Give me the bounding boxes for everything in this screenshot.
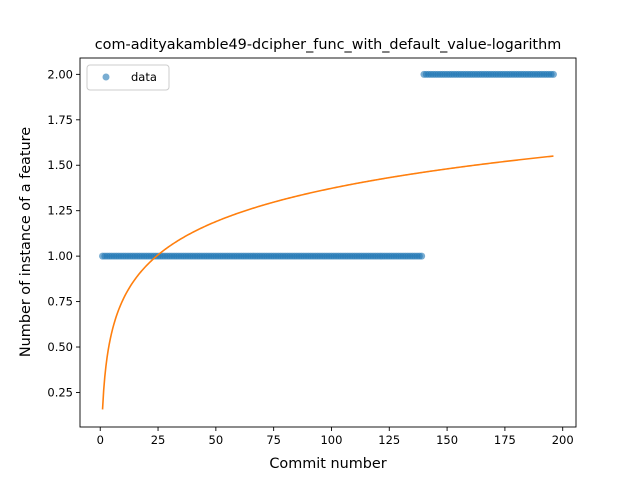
x-tick-label: 0 — [97, 433, 104, 447]
x-tick-label: 100 — [320, 433, 342, 447]
data-point — [418, 252, 426, 260]
x-tick-label: 25 — [151, 433, 166, 447]
x-tick-label: 75 — [266, 433, 281, 447]
y-tick-label: 1.75 — [47, 113, 73, 127]
x-axis-label: Commit number — [269, 456, 386, 472]
legend-marker — [102, 73, 110, 81]
axes-frame — [79, 57, 577, 428]
axes: 0 25 50 75 100 125 150 175 200 0.25 0.50 0.75 1.00 1.… — [47, 57, 577, 447]
y-tick-label: 2.00 — [47, 67, 73, 81]
x-tick-label: 125 — [378, 433, 400, 447]
y-tick-label: 1.25 — [47, 204, 73, 218]
x-tick-label: 200 — [552, 433, 574, 447]
x-tick-label: 150 — [436, 433, 458, 447]
legend: data — [86, 64, 170, 91]
x-tick-label: 50 — [209, 433, 224, 447]
y-tick-label: 0.50 — [47, 340, 73, 354]
legend-label: data — [131, 70, 157, 84]
legend-box — [86, 64, 170, 91]
chart-title: com-adityakamble49-dcipher_func_with_def… — [95, 37, 561, 53]
plot-area — [99, 70, 557, 410]
x-tick-label: 175 — [494, 433, 516, 447]
y-tick-label: 1.50 — [47, 158, 73, 172]
y-tick-label: 0.25 — [47, 385, 73, 399]
plot-inner — [99, 70, 557, 410]
y-axis-label: Number of instance of a feature — [18, 127, 34, 357]
data-point — [549, 70, 557, 78]
y-tick-label: 0.75 — [47, 295, 73, 309]
fit-line — [101, 155, 554, 410]
y-tick-label: 1.00 — [47, 249, 73, 263]
